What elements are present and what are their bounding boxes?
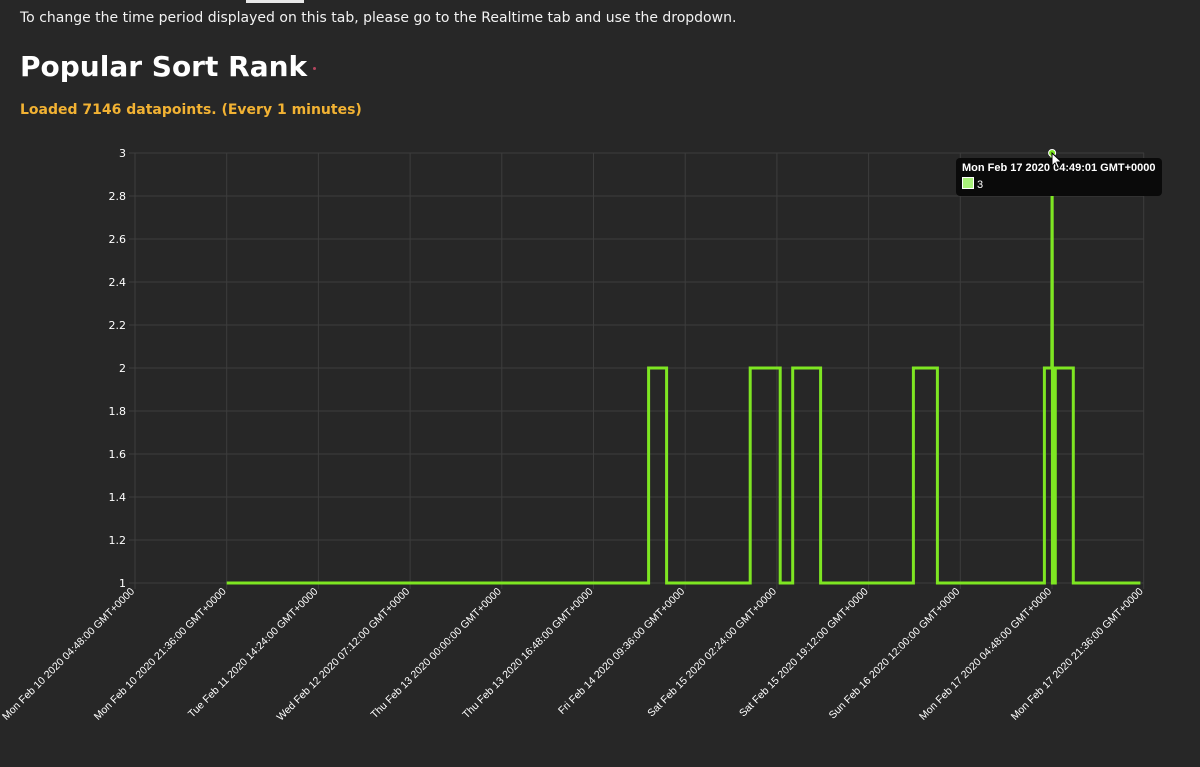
page-title: Popular Sort Rank xyxy=(20,50,317,83)
page-title-text: Popular Sort Rank xyxy=(20,50,308,83)
tooltip-value: 3 xyxy=(977,179,984,191)
y-tick-label: 2.2 xyxy=(109,319,127,332)
y-tick-label: 2 xyxy=(119,362,126,375)
mouse-cursor-icon xyxy=(1051,152,1063,170)
y-tick-label: 1.6 xyxy=(109,448,127,461)
status-text: Loaded 7146 datapoints. (Every 1 minutes… xyxy=(20,102,362,118)
y-tick-label: 1.2 xyxy=(109,534,127,547)
y-tick-label: 1.8 xyxy=(109,405,127,418)
y-tick-label: 2.4 xyxy=(109,276,127,289)
y-tick-label: 1.4 xyxy=(109,491,127,504)
series-line xyxy=(226,152,1141,585)
y-tick-label: 2.6 xyxy=(109,233,127,246)
y-tick-label: 3 xyxy=(119,147,126,160)
info-text: To change the time period displayed on t… xyxy=(20,10,737,26)
chart-grid xyxy=(129,152,1145,589)
active-tab-indicator xyxy=(246,0,304,3)
y-tick-label: 1 xyxy=(119,577,126,590)
chart-tooltip: Mon Feb 17 2020 04:49:01 GMT+0000 3 xyxy=(956,158,1162,196)
tooltip-swatch-icon xyxy=(962,177,974,189)
title-dot-icon xyxy=(313,66,317,70)
series xyxy=(226,149,1141,585)
y-axis: 1 1.2 1.4 1.6 1.8 2 2.2 2.4 2.6 2.8 3 xyxy=(109,147,127,590)
y-tick-label: 2.8 xyxy=(109,190,127,203)
tooltip-row: 3 xyxy=(962,177,1156,191)
